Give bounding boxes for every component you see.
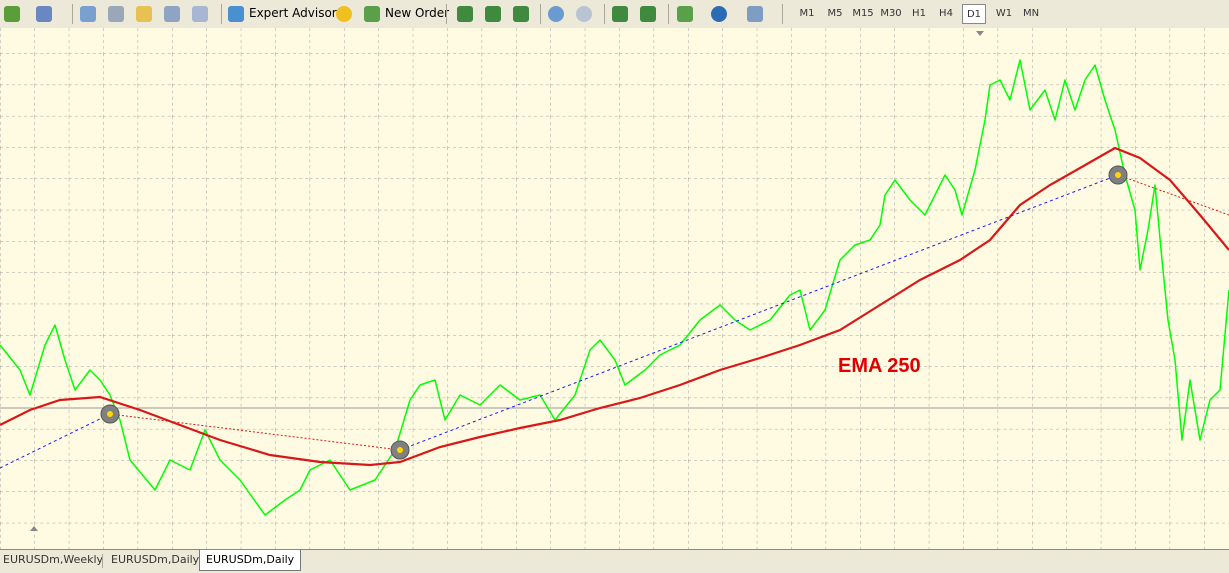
timeframe-button[interactable]: M1 (799, 8, 815, 19)
trade-marker-dot (107, 411, 113, 417)
timeframe-button[interactable]: W1 (995, 8, 1013, 19)
new-chart-icon[interactable] (4, 6, 20, 22)
templates-icon[interactable] (747, 6, 763, 22)
separator (668, 4, 669, 24)
zoom-out-icon[interactable] (576, 6, 592, 22)
alert-icon[interactable] (336, 6, 352, 22)
separator (540, 4, 541, 24)
grid (0, 28, 1229, 549)
timeframe-button[interactable]: MN (1022, 8, 1040, 19)
chart-tabs: EURUSDm,Weekly EURUSDm,Daily EURUSDm,Daily (0, 549, 1229, 573)
separator (102, 554, 103, 568)
navigator-icon[interactable] (136, 6, 152, 22)
trade-line (399, 174, 1119, 451)
periods-icon[interactable] (711, 6, 727, 22)
trade-markers (100, 165, 1128, 460)
new-order-button[interactable]: New Order (385, 6, 450, 20)
candle-chart-icon[interactable] (485, 6, 501, 22)
crosshair-icon[interactable] (108, 6, 124, 22)
timeframe-button[interactable]: M5 (827, 8, 843, 19)
profiles-icon[interactable] (36, 6, 52, 22)
separator (221, 4, 222, 24)
chart-tab[interactable]: EURUSDm,Daily (199, 550, 302, 571)
zoom-in-icon[interactable] (548, 6, 564, 22)
bar-chart-icon[interactable] (457, 6, 473, 22)
trade-line (109, 413, 401, 451)
indicators-icon[interactable] (677, 6, 693, 22)
timeframe-button[interactable]: M30 (880, 8, 902, 19)
timeframe-button[interactable]: D1 (962, 4, 986, 24)
separator (446, 4, 447, 24)
expert-advisors-button[interactable]: Expert Advisors (249, 6, 343, 20)
timeframe-button[interactable]: H1 (912, 8, 926, 19)
scroll-marker (30, 526, 38, 531)
separator (72, 4, 73, 24)
chart: EMA 250 (0, 28, 1229, 549)
trade-marker-dot (397, 447, 403, 453)
new-order-icon[interactable] (364, 6, 380, 22)
tester-icon[interactable] (192, 6, 208, 22)
trade-line (0, 413, 111, 469)
chart-tab[interactable]: EURUSDm,Daily (111, 553, 200, 566)
line-chart-icon[interactable] (513, 6, 529, 22)
separator (604, 4, 605, 24)
chart-tab[interactable]: EURUSDm,Weekly (3, 553, 104, 566)
ema-line (0, 146, 1229, 467)
autoscroll-icon[interactable] (612, 6, 628, 22)
timeframe-button[interactable]: M15 (852, 8, 874, 19)
expert-advisors-icon[interactable] (228, 6, 244, 22)
terminal-icon[interactable] (164, 6, 180, 22)
annotation: EMA 250 (838, 355, 921, 377)
price-line (0, 59, 1229, 516)
shift-marker (976, 31, 984, 36)
timeframe-button[interactable]: H4 (939, 8, 953, 19)
trade-marker-dot (1115, 172, 1121, 178)
toolbar: Expert Advisors New Order M1 M5 M15 M30 H1 H4… (0, 0, 1229, 29)
market-watch-icon[interactable] (80, 6, 96, 22)
chart-shift-icon[interactable] (640, 6, 656, 22)
separator (782, 4, 783, 24)
